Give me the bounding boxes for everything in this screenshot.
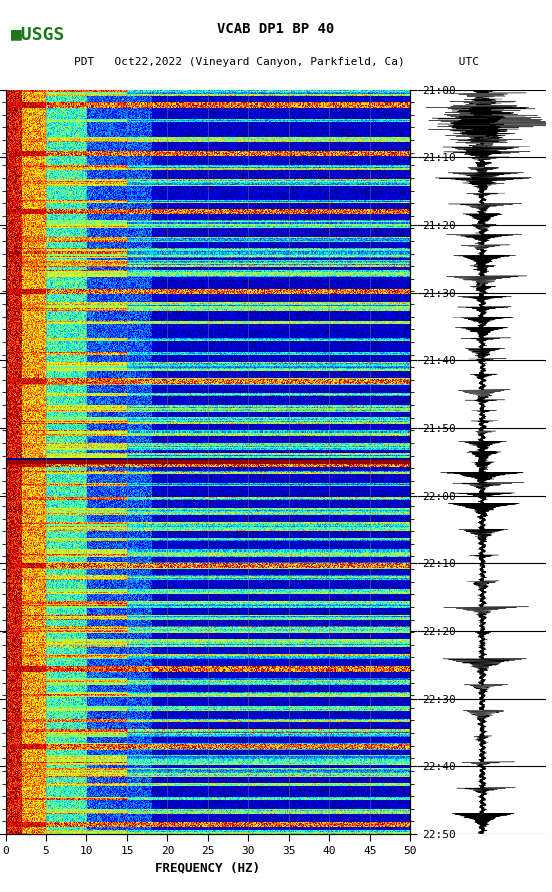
Text: VCAB DP1 BP 40: VCAB DP1 BP 40 [217, 22, 335, 37]
Text: ■USGS: ■USGS [11, 26, 65, 44]
Text: PDT   Oct22,2022 (Vineyard Canyon, Parkfield, Ca)        UTC: PDT Oct22,2022 (Vineyard Canyon, Parkfie… [73, 57, 479, 67]
X-axis label: FREQUENCY (HZ): FREQUENCY (HZ) [156, 862, 261, 874]
